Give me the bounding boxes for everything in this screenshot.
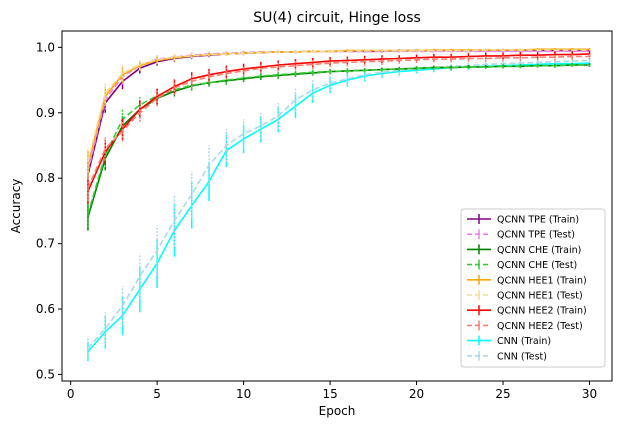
series-line	[87, 49, 590, 162]
series-qcnn-hee1-test	[87, 48, 591, 177]
legend-label: QCNN TPE (Train)	[497, 215, 579, 226]
y-tick-label: 0.5	[36, 367, 55, 381]
x-tick-label: 20	[409, 387, 424, 401]
series-line	[87, 53, 590, 192]
y-tick-label: 0.8	[36, 171, 55, 185]
y-tick-label: 1.0	[36, 40, 55, 54]
legend-item: QCNN HEE1 (Train)	[467, 274, 587, 286]
y-tick-label: 0.7	[36, 237, 55, 251]
series-line	[87, 50, 590, 172]
x-tick-label: 15	[322, 387, 337, 401]
plot-frame	[61, 30, 613, 382]
legend-label: CNN (Test)	[497, 351, 547, 362]
legend-item: CNN (Test)	[467, 350, 547, 362]
legend-label: QCNN CHE (Train)	[497, 245, 581, 256]
legend-item: QCNN TPE (Test)	[467, 229, 575, 241]
series-cnn-test	[87, 57, 591, 359]
series-line	[87, 49, 590, 176]
x-axis-label: Epoch	[319, 404, 356, 418]
x-tick-label: 0	[67, 387, 75, 401]
y-axis: 0.5 0.6 0.7 0.8 0.9 1.0	[36, 40, 62, 381]
legend-label: QCNN CHE (Test)	[497, 260, 577, 271]
series-qcnn-che-test	[87, 63, 591, 228]
x-tick-label: 5	[153, 387, 161, 401]
chart-title: SU(4) circuit, Hinge loss	[253, 10, 421, 26]
series-qcnn-tpe-test	[87, 49, 591, 185]
y-tick-label: 0.6	[36, 302, 55, 316]
x-axis: 0 5 10 15 20 25 30	[67, 381, 597, 401]
legend-item: QCNN CHE (Test)	[467, 259, 577, 271]
y-axis-label: Accuracy	[9, 179, 23, 234]
y-tick-label: 0.9	[36, 106, 55, 120]
series-qcnn-hee2-train	[87, 50, 591, 205]
legend-item: QCNN HEE2 (Train)	[467, 305, 587, 317]
legend-item: QCNN HEE1 (Test)	[467, 290, 583, 302]
legend-item: QCNN HEE2 (Test)	[467, 320, 583, 332]
legend-item: QCNN CHE (Train)	[467, 244, 581, 256]
legend-label: QCNN HEE1 (Test)	[497, 291, 583, 302]
x-tick-label: 10	[236, 387, 251, 401]
legend-label: QCNN HEE2 (Test)	[497, 321, 583, 332]
legend-box	[460, 208, 606, 368]
series-line	[87, 59, 590, 349]
legend-label: QCNN HEE2 (Train)	[497, 306, 587, 317]
legend-item: CNN (Train)	[467, 335, 551, 347]
series-qcnn-tpe-train	[87, 49, 591, 189]
series-line	[87, 64, 590, 218]
series-qcnn-che-train	[87, 63, 591, 231]
x-tick-label: 25	[495, 387, 510, 401]
legend: QCNN TPE (Train) QCNN TPE (Test) QCNN CHE …	[460, 208, 606, 368]
legend-label: QCNN TPE (Test)	[497, 230, 575, 241]
series-line	[87, 55, 590, 189]
series-layer	[87, 48, 591, 362]
legend-item: QCNN TPE (Train)	[467, 214, 579, 226]
series-qcnn-hee1-train	[87, 48, 591, 180]
series-qcnn-hee2-test	[87, 53, 591, 202]
series-line	[87, 64, 590, 215]
x-tick-label: 30	[582, 387, 597, 401]
legend-label: CNN (Train)	[497, 336, 551, 347]
legend-label: QCNN HEE1 (Train)	[497, 275, 587, 286]
